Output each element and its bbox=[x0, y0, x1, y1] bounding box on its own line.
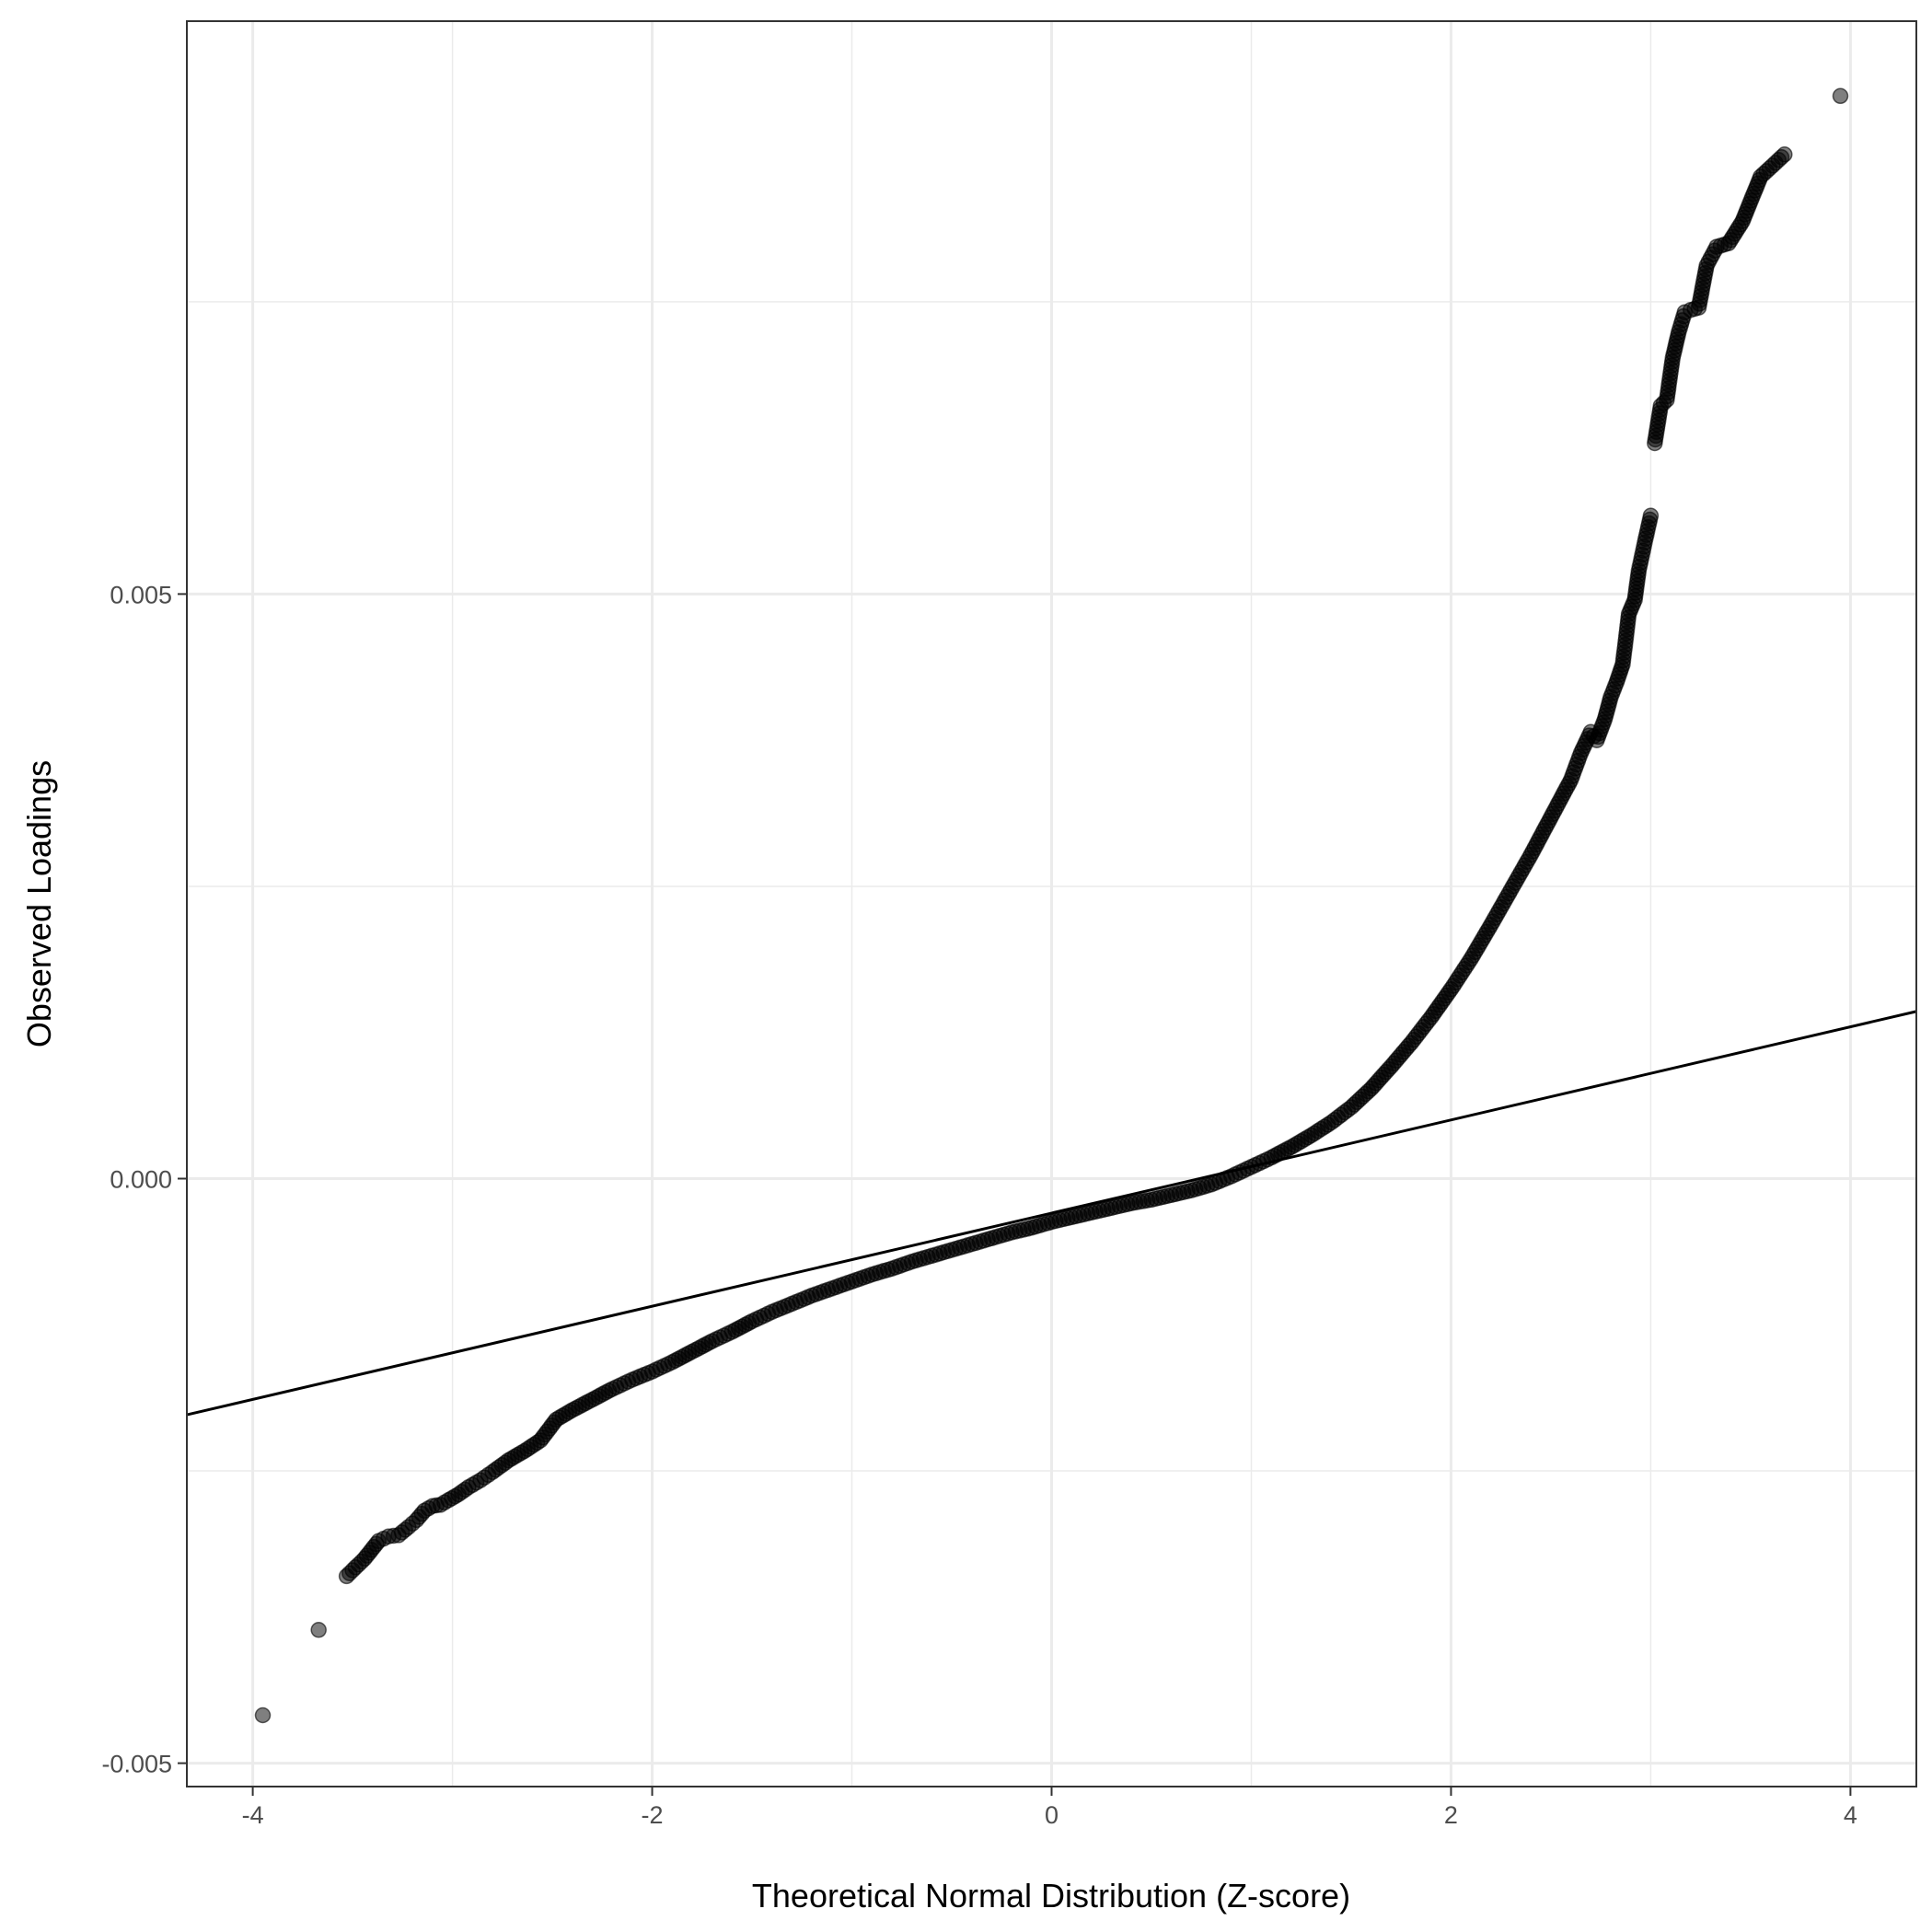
y-tick-label: -0.005 bbox=[101, 1751, 172, 1778]
major-gridlines bbox=[187, 21, 1916, 1787]
reference-line bbox=[186, 1010, 1917, 1417]
x-tick-label: -2 bbox=[642, 1801, 664, 1829]
data-points bbox=[254, 87, 1849, 1724]
y-axis-ticks: -0.005 0.000 0.005 bbox=[101, 581, 187, 1778]
x-axis-ticks: -4 -2 0 2 4 bbox=[242, 1787, 1857, 1829]
x-tick-label: 4 bbox=[1844, 1801, 1857, 1829]
y-tick-label: 0.005 bbox=[110, 581, 172, 608]
data-point bbox=[1776, 146, 1793, 163]
y-axis-title: Observed Loadings bbox=[20, 760, 58, 1047]
data-point bbox=[1832, 87, 1849, 105]
data-point bbox=[310, 1622, 327, 1638]
x-tick-label: -4 bbox=[242, 1801, 264, 1829]
y-tick-label: 0.000 bbox=[110, 1165, 172, 1193]
x-tick-label: 2 bbox=[1444, 1801, 1458, 1829]
data-point bbox=[254, 1706, 272, 1724]
x-tick-label: 0 bbox=[1045, 1801, 1059, 1829]
x-axis-title: Theoretical Normal Distribution (Z-score… bbox=[752, 1877, 1350, 1915]
data-point bbox=[1642, 507, 1660, 525]
